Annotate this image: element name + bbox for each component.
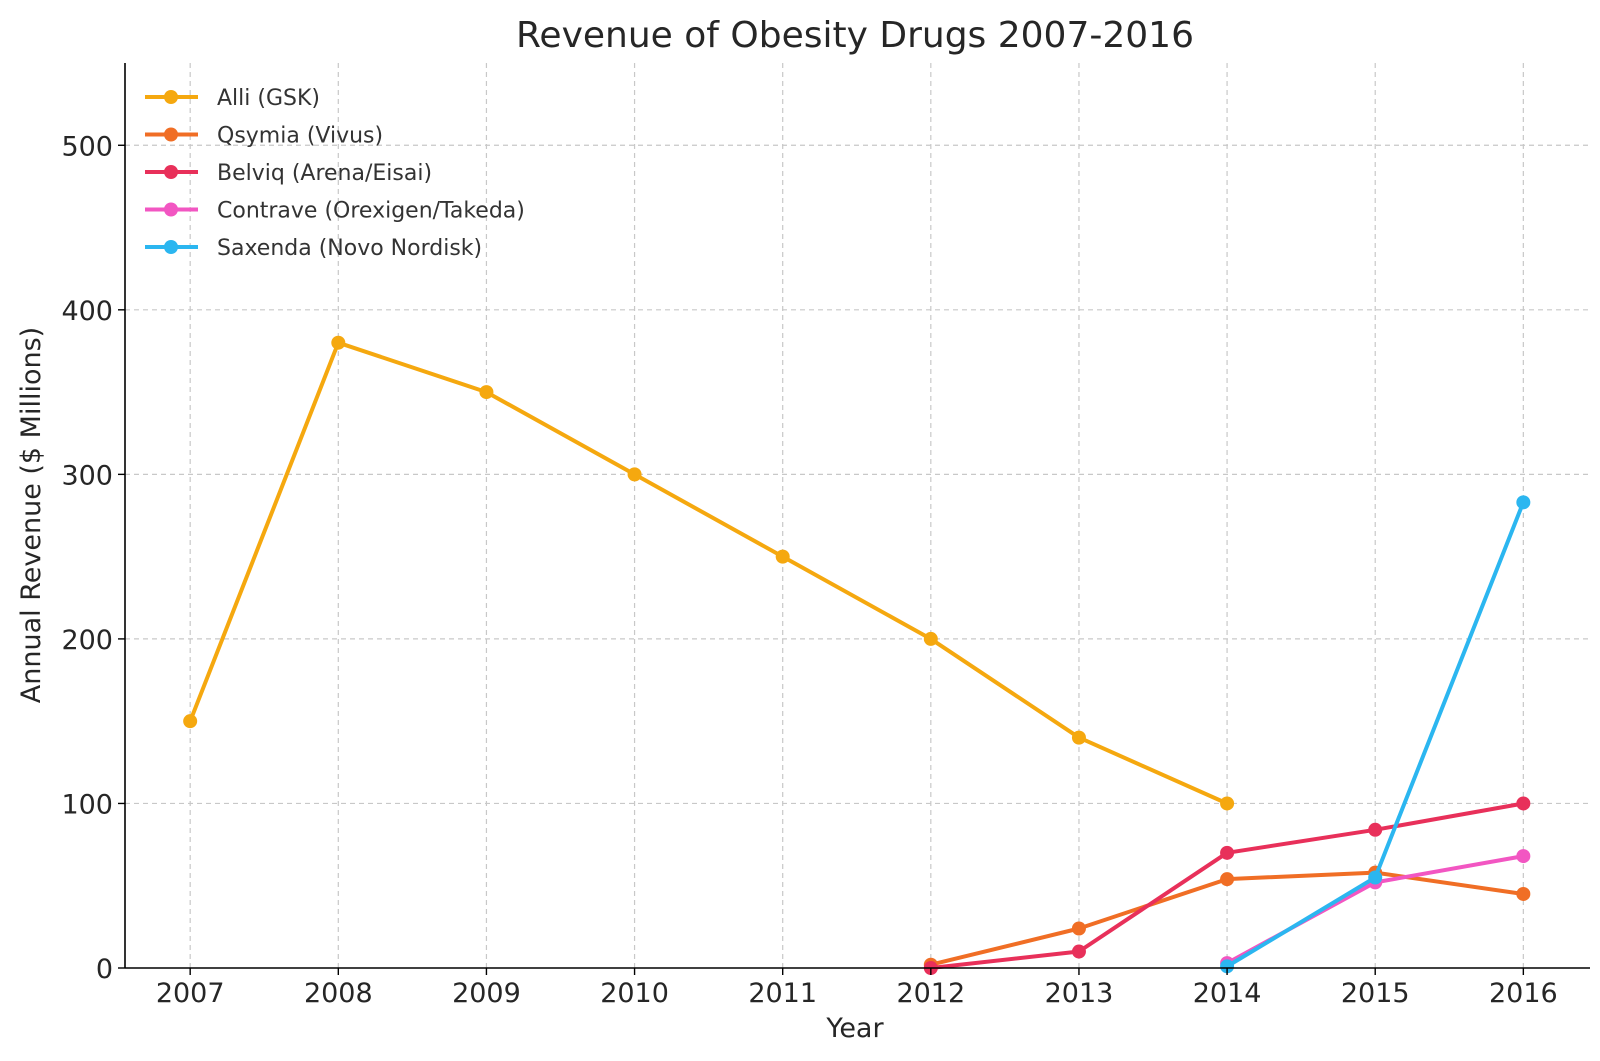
tick-labels: 2007 2008 2009 2010 2011 2012 2013 2014 2015 2016…	[61, 131, 1557, 1009]
legend-label: Saxenda (Novo Nordisk)	[217, 236, 482, 261]
legend-label: Alli (GSK)	[217, 86, 320, 111]
series-2	[923, 796, 1531, 975]
x-tick-label: 2016	[1489, 978, 1558, 1009]
legend-label: Qsymia (Vivus)	[217, 124, 383, 149]
data-point	[1220, 845, 1235, 860]
legend-item: Qsymia (Vivus)	[145, 124, 383, 149]
series-4	[1220, 495, 1531, 974]
data-point	[1516, 849, 1531, 864]
data-point	[1516, 796, 1531, 811]
data-point	[1368, 822, 1383, 837]
legend-item: Saxenda (Novo Nordisk)	[145, 236, 482, 261]
data-point	[479, 385, 494, 400]
data-point	[775, 549, 790, 564]
series-0	[183, 335, 1235, 811]
legend: Alli (GSK) Qsymia (Vivus) Belviq (Arena/Ei…	[145, 86, 525, 261]
data-point	[1368, 870, 1383, 885]
data-point	[1071, 730, 1086, 745]
data-point	[923, 631, 938, 646]
data-point	[1516, 886, 1531, 901]
y-axis-label: Annual Revenue ($ Millions)	[16, 327, 47, 703]
axes	[118, 63, 1590, 975]
y-tick-label: 400	[61, 296, 113, 327]
series-line	[188, 340, 1230, 806]
x-tick-label: 2012	[896, 978, 965, 1009]
data-point	[627, 467, 642, 482]
legend-item: Contrave (Orexigen/Takeda)	[145, 199, 525, 224]
x-tick-label: 2011	[748, 978, 817, 1009]
x-tick-label: 2009	[452, 978, 521, 1009]
legend-item: Belviq (Arena/Eisai)	[145, 161, 432, 186]
y-tick-label: 500	[61, 131, 113, 162]
data-point	[1071, 944, 1086, 959]
legend-label: Belviq (Arena/Eisai)	[217, 161, 432, 186]
y-tick-label: 100	[61, 789, 113, 820]
legend-label: Contrave (Orexigen/Takeda)	[217, 199, 525, 224]
data-point	[1220, 872, 1235, 887]
grid-lines	[125, 63, 1590, 968]
series-lines	[183, 335, 1531, 975]
x-tick-label: 2013	[1045, 978, 1114, 1009]
legend-marker	[164, 90, 178, 104]
y-tick-label: 200	[61, 625, 113, 656]
data-point	[331, 335, 346, 350]
legend-marker	[164, 127, 178, 142]
data-point	[1071, 921, 1086, 936]
data-point	[1220, 959, 1235, 974]
x-tick-label: 2014	[1193, 978, 1262, 1009]
x-tick-label: 2008	[304, 978, 373, 1009]
x-tick-label: 2007	[156, 978, 225, 1009]
y-tick-label: 300	[61, 460, 113, 491]
data-point	[183, 714, 198, 729]
x-tick-label: 2010	[600, 978, 669, 1009]
x-tick-label: 2015	[1341, 978, 1410, 1009]
legend-marker	[164, 240, 178, 254]
chart-title: Revenue of Obesity Drugs 2007-2016	[516, 15, 1194, 56]
x-axis-label: Year	[825, 1013, 884, 1044]
legend-marker	[164, 202, 178, 217]
y-tick-label: 0	[96, 954, 113, 985]
data-point	[1516, 495, 1531, 510]
legend-item: Alli (GSK)	[145, 86, 320, 111]
data-point	[1220, 796, 1235, 811]
legend-marker	[164, 165, 178, 179]
